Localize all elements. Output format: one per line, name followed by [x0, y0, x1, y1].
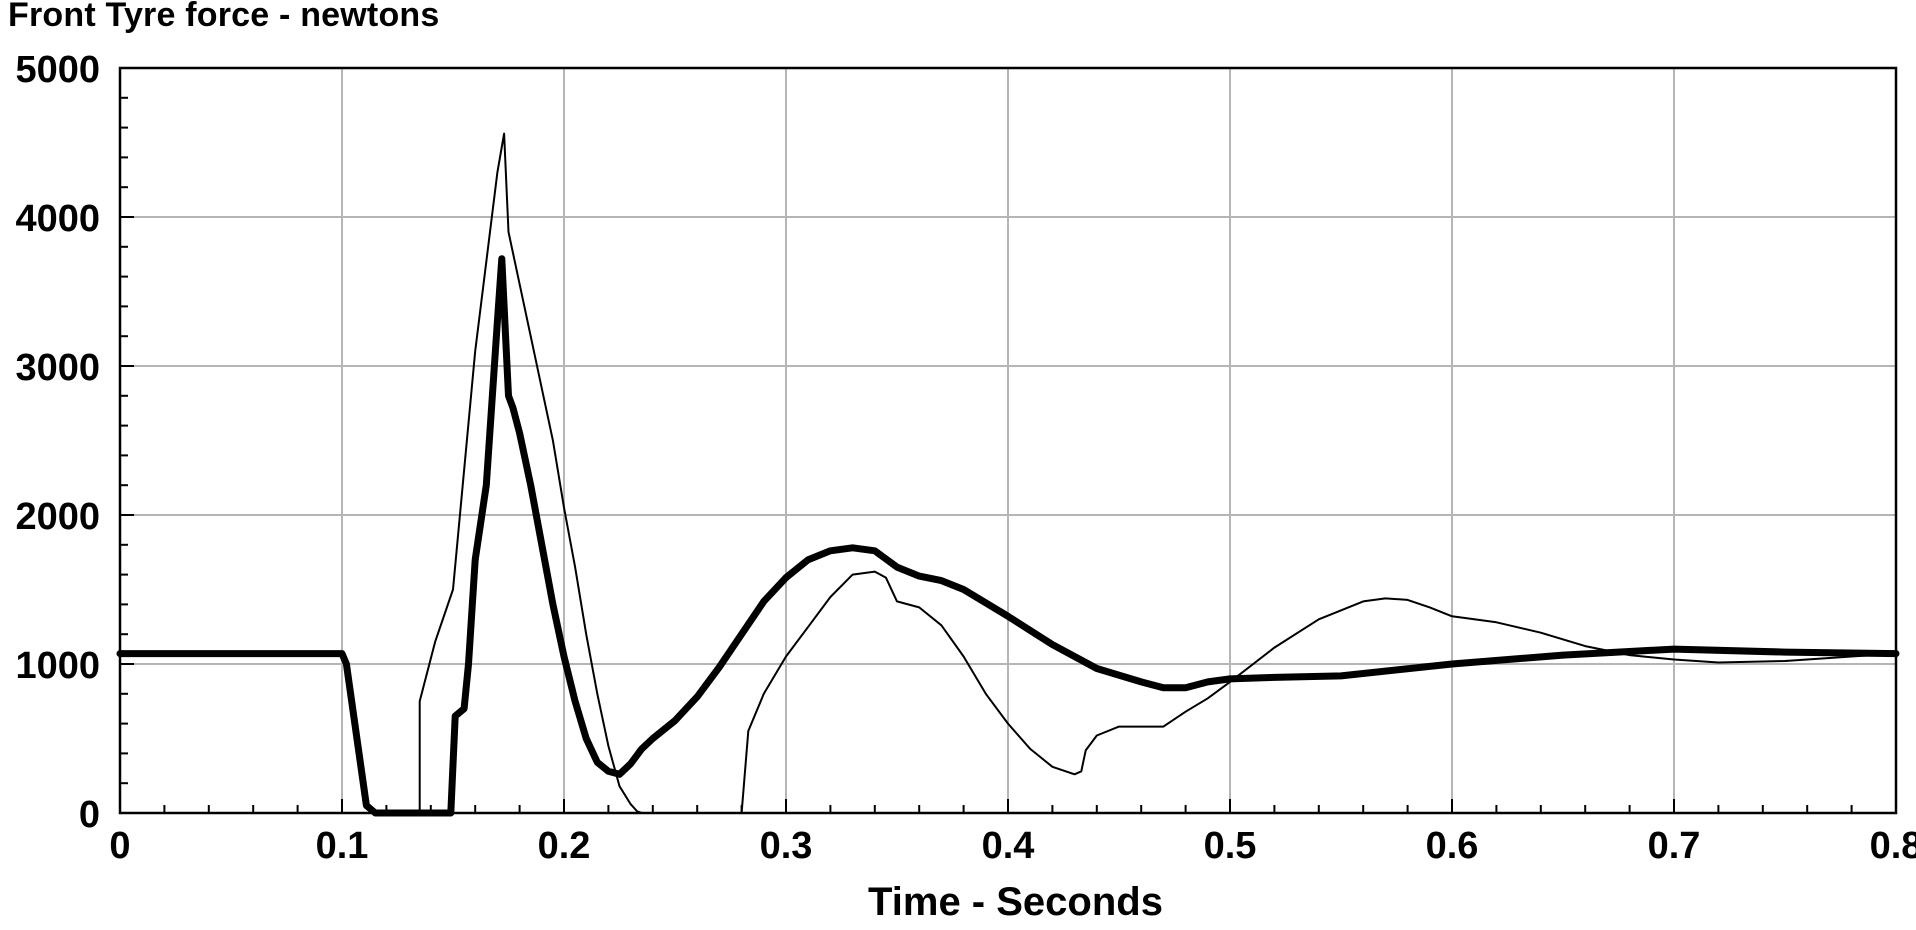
- x-tick-label: 0.1: [316, 825, 369, 867]
- y-tick-label: 4000: [15, 198, 100, 240]
- x-tick-label: 0: [109, 825, 130, 867]
- x-tick-label: 0.7: [1648, 825, 1701, 867]
- series-line-thin: [418, 132, 1897, 814]
- axes: [118, 66, 1898, 815]
- series-line-thick: [116, 255, 1900, 817]
- x-tick-label: 0.6: [1426, 825, 1479, 867]
- y-tick-label: 5000: [15, 49, 100, 91]
- x-tick-label: 0.4: [982, 825, 1035, 867]
- y-tick-label: 3000: [15, 347, 100, 389]
- x-tick-label: 0.2: [538, 825, 591, 867]
- x-tick-label: 0.8: [1870, 825, 1916, 867]
- y-tick-label: 2000: [15, 496, 100, 538]
- x-tick-label: 0.5: [1204, 825, 1257, 867]
- tick-labels: 0 0.1 0.2 0.3 0.4 0.5 0.6 0.7 0.8 0 1000 2000 3000 40…: [15, 49, 1916, 867]
- grid-lines: [120, 68, 1896, 813]
- chart-title: Front Tyre force - newtons: [8, 0, 440, 34]
- y-tick-label: 1000: [15, 645, 100, 687]
- y-tick-label: 0: [79, 794, 100, 836]
- series-lines: [116, 132, 1900, 817]
- x-tick-label: 0.3: [760, 825, 813, 867]
- x-axis-label: Time - Seconds: [868, 880, 1163, 924]
